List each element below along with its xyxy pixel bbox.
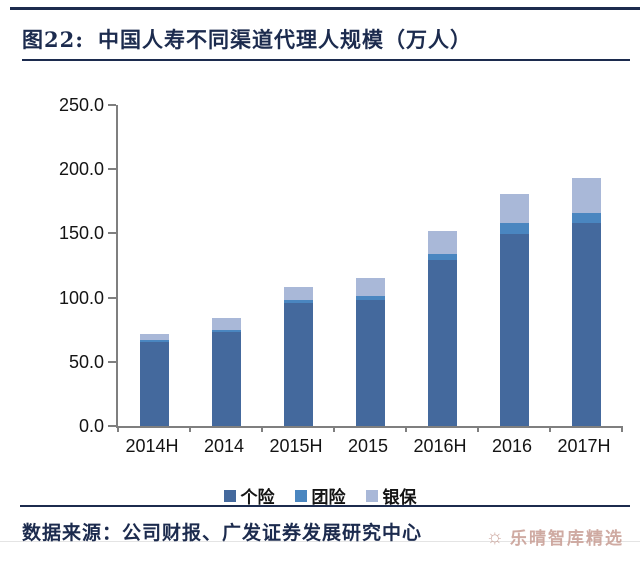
- bar-segment-个险: [571, 223, 601, 426]
- y-tick-label: 50.0: [68, 351, 104, 372]
- bottom-faint-rule: [0, 541, 640, 542]
- x-tick-mark: [261, 426, 263, 432]
- bar-segment-银保: [427, 230, 457, 254]
- stacked-bar-2017H: [571, 178, 601, 426]
- x-axis-label: 2017H: [557, 436, 611, 456]
- legend-item-团险: 团险: [294, 483, 346, 508]
- bar-segment-团险: [355, 295, 385, 301]
- watermark-text: 乐晴智库精选: [510, 529, 624, 549]
- bar-slot-2016H: [406, 105, 478, 426]
- bar-segment-个险: [355, 300, 385, 426]
- x-axis-label: 2016H: [413, 436, 467, 456]
- bar-segment-个险: [499, 234, 529, 426]
- chart-legend: 个险 团险 银保: [0, 483, 640, 508]
- watermark: ☼ 乐晴智库精选: [485, 524, 624, 550]
- y-tick-mark: [108, 296, 116, 299]
- x-tick-mark: [477, 426, 479, 432]
- y-tick-mark: [108, 168, 116, 171]
- figure-title: 图22: 中国人寿不同渠道代理人规模（万人）: [22, 24, 622, 54]
- top-rule: [10, 7, 640, 10]
- bar-slot-2014: [190, 105, 262, 426]
- plot-area: [108, 104, 623, 432]
- y-tick-mark: [108, 232, 116, 235]
- x-tick-mark: [405, 426, 407, 432]
- bar-segment-银保: [571, 178, 601, 214]
- bar-segment-团险: [139, 339, 169, 342]
- legend-item-个险: 个险: [223, 483, 275, 508]
- y-tick-mark: [108, 425, 116, 427]
- x-tick-mark: [621, 426, 623, 432]
- y-tick-mark: [108, 360, 116, 363]
- x-tick-mark: [333, 426, 335, 432]
- legend-label: 银保: [382, 488, 417, 508]
- stacked-bar-2014H: [139, 334, 169, 426]
- stacked-bar-2015H: [283, 287, 313, 426]
- y-tick-label: 250.0: [58, 95, 104, 115]
- bar-segment-银保: [283, 287, 313, 301]
- y-tick-label: 150.0: [58, 223, 104, 244]
- bar-segment-团险: [499, 223, 529, 235]
- bar-segment-团险: [283, 300, 313, 303]
- y-axis: 250.0 200.0 150.0 100.0 50.0 0.0: [0, 95, 104, 436]
- x-axis-label: 2014H: [125, 436, 179, 456]
- x-axis-label: 2016: [491, 436, 533, 456]
- x-axis-label: 2015H: [269, 436, 323, 456]
- bar-slot-2014H: [118, 105, 190, 426]
- bar-segment-团险: [571, 213, 601, 224]
- bar-slot-2015: [334, 105, 406, 426]
- bar-segment-银保: [139, 334, 169, 340]
- x-axis-label: 2014: [203, 436, 245, 456]
- legend-swatch-icon: [223, 489, 236, 502]
- y-tick-mark: [108, 104, 116, 106]
- y-tick-label: 200.0: [58, 159, 104, 180]
- x-axis-labels: 2014H 2014 2015H 2015 2016H 2016 2017H: [116, 436, 620, 457]
- bar-segment-个险: [283, 302, 313, 426]
- data-source-text: 数据来源：公司财报、广发证券发展研究中心: [22, 522, 423, 544]
- bar-segment-个险: [139, 341, 169, 426]
- bar-segment-团险: [211, 329, 241, 333]
- bar-segment-个险: [211, 332, 241, 426]
- bar-segment-银保: [355, 277, 385, 296]
- bar-slot-2015H: [262, 105, 334, 426]
- figure-title-text: 中国人寿不同渠道代理人规模（万人）: [97, 27, 472, 52]
- x-axis-label: 2015: [347, 436, 389, 456]
- stacked-bar-2016H: [427, 230, 457, 426]
- footer-rule: [20, 505, 630, 507]
- legend-swatch-icon: [365, 489, 378, 502]
- stacked-bar-2015: [355, 277, 385, 426]
- legend-swatch-icon: [294, 489, 307, 502]
- stacked-bar-2014: [211, 318, 241, 426]
- legend-label: 个险: [240, 488, 275, 508]
- bar-segment-个险: [427, 260, 457, 426]
- title-underline: [22, 59, 630, 61]
- sun-icon: ☼: [485, 525, 504, 548]
- x-tick-mark: [117, 426, 119, 432]
- y-tick-label: 100.0: [58, 287, 104, 308]
- x-tick-mark: [549, 426, 551, 432]
- y-tick-label: 0.0: [78, 416, 104, 436]
- stacked-bar-2016: [499, 193, 529, 426]
- bar-segment-银保: [499, 193, 529, 224]
- bar-segment-银保: [211, 318, 241, 330]
- figure-number-label: 图22:: [22, 27, 84, 52]
- bar-slot-2017H: [550, 105, 622, 426]
- legend-label: 团险: [311, 488, 346, 508]
- bar-segment-团险: [427, 253, 457, 261]
- x-tick-mark: [189, 426, 191, 432]
- legend-item-银保: 银保: [365, 483, 417, 508]
- bar-slot-2016: [478, 105, 550, 426]
